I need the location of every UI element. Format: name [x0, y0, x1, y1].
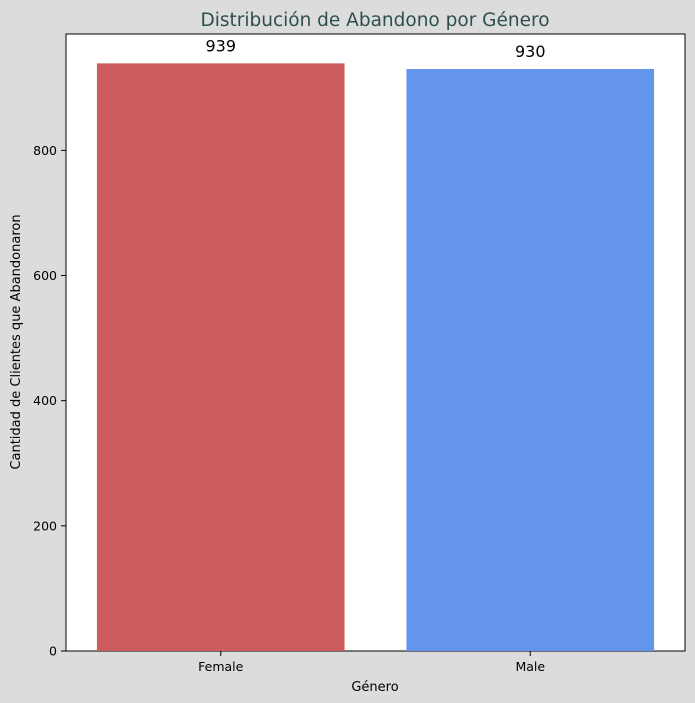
y-tick-label: 0	[49, 644, 57, 659]
y-tick-label: 800	[33, 143, 57, 158]
y-tick-label: 200	[33, 518, 57, 533]
data-label-female: 939	[205, 36, 236, 55]
x-tick-label: Female	[198, 659, 244, 674]
bar-male	[406, 69, 655, 652]
y-tick-label: 400	[33, 393, 57, 408]
y-axis-label: Cantidad de Clientes que Abandonaron	[9, 214, 24, 469]
bar-female	[96, 63, 345, 651]
y-tick-label: 600	[33, 268, 57, 283]
x-tick-label: Male	[515, 659, 545, 674]
x-axis-label: Género	[351, 680, 398, 695]
chart-title: Distribución de Abandono por Género	[200, 10, 549, 31]
data-label-male: 930	[515, 42, 546, 61]
